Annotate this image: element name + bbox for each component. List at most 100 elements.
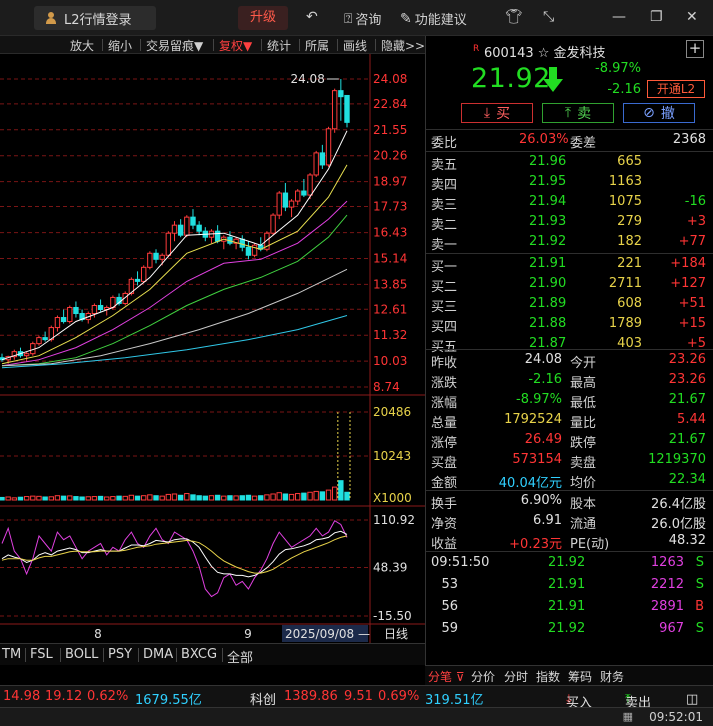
quote-panel: R 600143 ☆ 金发科技 + 21.92 -8.97% -2.16 开通L…	[425, 36, 713, 666]
ask-volume: 182	[617, 234, 642, 249]
volume-bar	[221, 495, 227, 501]
stats-button[interactable]: 统计	[267, 39, 292, 53]
restore-button[interactable]: ❐	[650, 9, 663, 25]
open-l2-button[interactable]: 开通L2	[647, 80, 705, 98]
l2-login-button[interactable]: L2行情登录	[34, 6, 156, 30]
tab-chips[interactable]: 筹码	[568, 670, 593, 684]
price-tick-label: 15.14	[373, 251, 407, 265]
ask-row[interactable]: 卖三 21.94 1075 -16	[426, 192, 713, 213]
bid-row[interactable]: 买四 21.88 1789 +15	[426, 314, 713, 335]
volume-bar	[122, 495, 128, 501]
ask-volume: 279	[617, 214, 642, 229]
oscillator-tick-label: -15.50	[373, 609, 412, 623]
candle-body	[42, 337, 48, 341]
layout-icon: ◫	[686, 692, 699, 707]
volume-bar	[116, 495, 122, 501]
wecha-label: 委差	[570, 136, 597, 151]
stats-label: 买盘	[431, 456, 458, 471]
back-button[interactable]: ↶	[306, 9, 318, 25]
question-icon: ⍰	[344, 10, 353, 27]
ask-row[interactable]: 卖二 21.93 279 +3	[426, 212, 713, 233]
bid-change: +15	[678, 316, 706, 331]
stock-code-name[interactable]: 600143 ☆ 金发科技	[484, 46, 606, 61]
volume-bar	[184, 493, 190, 501]
candle-body	[165, 232, 172, 256]
stats-row: 涨跌 -2.16 最高 23.26	[426, 370, 713, 391]
moving-average-line	[1, 130, 348, 361]
feedback-button[interactable]: ✎ 功能建议	[400, 9, 467, 29]
divider	[337, 39, 338, 51]
tick-price: 21.91	[548, 599, 586, 614]
divider	[426, 551, 713, 552]
ticker-index-name[interactable]: 科创	[250, 693, 277, 708]
quick-sell-button[interactable]: ⤒ 卖	[542, 103, 614, 123]
volume-bar	[288, 493, 295, 501]
moving-average-line	[1, 315, 348, 369]
divider	[426, 151, 713, 152]
tab-timeshare[interactable]: 分时	[504, 670, 529, 684]
change-amount: -2.16	[607, 82, 641, 97]
close-button[interactable]: ✕	[686, 9, 698, 25]
tab-ticks[interactable]: 分笔 ⊽	[428, 668, 465, 685]
shrink-button[interactable]: ⤡	[543, 9, 554, 25]
ask-change: -16	[684, 194, 706, 209]
webi-value: 26.03%	[519, 132, 569, 147]
tick-time: 53	[441, 577, 458, 592]
stats-value: 1792524	[504, 412, 562, 427]
quick-buy-button[interactable]: ⤓ 买	[461, 103, 533, 123]
tab-index[interactable]: 指数	[536, 670, 561, 684]
skin-button[interactable]: 👕︎	[505, 9, 523, 25]
stats-value: 573154	[512, 452, 562, 467]
stats-value: 40.04亿元	[498, 476, 562, 491]
stats-row: 总量 1792524 量比 5.44	[426, 410, 713, 431]
tab-psy[interactable]: PSY	[108, 647, 133, 662]
tab-finance[interactable]: 财务	[600, 670, 625, 684]
divider	[138, 648, 139, 662]
x-tick-label: 8	[94, 627, 102, 641]
consult-button[interactable]: ⍰ 咨询	[344, 9, 381, 29]
divider	[426, 349, 713, 350]
stats-value: 21.67	[668, 392, 706, 407]
bid-row[interactable]: 买五 21.87 403 +5	[426, 334, 713, 355]
upgrade-button[interactable]: 升级	[238, 6, 288, 30]
volume-bar	[0, 496, 5, 501]
ask-row[interactable]: 卖一 21.92 182 +77	[426, 232, 713, 253]
ask-row[interactable]: 卖五 21.96 665	[426, 152, 713, 173]
tab-bxcg[interactable]: BXCG	[181, 647, 218, 662]
volume-bar	[301, 492, 307, 501]
tab-all[interactable]: 全部	[227, 651, 254, 666]
download-icon: ⤓	[566, 692, 572, 707]
belongs-button[interactable]: 所属	[305, 39, 330, 53]
tick-side: S	[695, 555, 704, 570]
candle-body	[245, 246, 252, 256]
volume-bar	[11, 497, 18, 501]
adjust-dropdown[interactable]: 复权▼	[219, 39, 253, 53]
bid-row[interactable]: 买三 21.89 608 +51	[426, 294, 713, 315]
ask-row[interactable]: 卖四 21.95 1163	[426, 172, 713, 193]
bid-row[interactable]: 买二 21.90 2711 +127	[426, 274, 713, 295]
zoom-out-button[interactable]: 缩小	[108, 39, 133, 53]
trade-trace-dropdown[interactable]: 交易留痕▼	[146, 39, 204, 53]
tab-tm[interactable]: TM	[2, 647, 22, 662]
candle-body	[171, 224, 178, 234]
kline-chart[interactable]: 24.08 22.84 21.55 20.26 18.97 17.73 16.43 15.14…	[0, 54, 425, 643]
candle-body	[147, 252, 153, 268]
ask-volume: 665	[617, 154, 642, 169]
add-stock-button[interactable]: +	[686, 40, 704, 58]
minimize-button[interactable]: —	[612, 9, 626, 25]
price-tick-label: 12.61	[373, 302, 407, 316]
tab-fsl[interactable]: FSL	[30, 647, 53, 662]
oscillator-tick-label: 110.92	[373, 513, 415, 527]
draw-line-button[interactable]: 画线	[343, 39, 368, 53]
tab-boll[interactable]: BOLL	[65, 647, 99, 662]
moving-average-line	[1, 268, 348, 367]
tab-price-dist[interactable]: 分价	[471, 670, 496, 684]
cancel-order-button[interactable]: ⊘ 撤	[623, 103, 695, 123]
bid-row[interactable]: 买一 21.91 221 +184	[426, 254, 713, 275]
stats-value: -2.16	[528, 372, 562, 387]
tab-dma[interactable]: DMA	[143, 647, 174, 662]
zoom-in-button[interactable]: 放大	[70, 39, 95, 53]
hide-button[interactable]: 隐藏>>	[381, 39, 426, 53]
ask-price: 21.93	[529, 214, 567, 229]
volume-bar	[134, 495, 141, 501]
